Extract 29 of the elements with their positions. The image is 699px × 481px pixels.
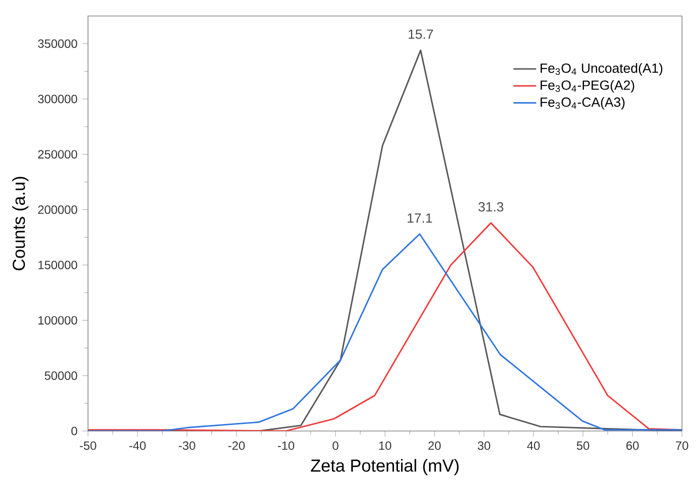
- y-tick-label: 350000: [38, 39, 78, 48]
- legend-label: Fe$_{3}$O$_{4}$-PEG(A2): [540, 80, 634, 93]
- x-tick-label: -20: [228, 441, 245, 450]
- x-axis-title: Zeta Potential (mV): [310, 459, 459, 476]
- x-tick-label: 20: [428, 441, 441, 450]
- x-tick-label: -40: [129, 441, 146, 450]
- annotation: 31.3: [478, 202, 504, 212]
- annotation: 17.1: [408, 213, 432, 223]
- y-tick-label: 300000: [38, 94, 78, 104]
- legend-label: Fe$_{3}$O$_{4}$-CA(A3): [540, 97, 625, 110]
- x-tick-label: -50: [80, 441, 96, 450]
- annotation: 15.7: [408, 30, 433, 39]
- x-tick-label: -10: [278, 441, 294, 450]
- y-tick-label: 250000: [38, 150, 78, 159]
- y-tick-label: 200000: [38, 205, 78, 214]
- x-tick-label: -30: [178, 441, 196, 450]
- x-tick-label: 40: [527, 441, 540, 450]
- y-tick-label: 50000: [44, 371, 78, 380]
- legend-label: Fe$_{3}$O$_{4}$ Uncoated(A1): [540, 63, 662, 76]
- y-tick-label: 150000: [38, 260, 78, 270]
- x-tick-label: 60: [626, 441, 639, 450]
- x-tick-label: 0: [332, 441, 338, 450]
- y-axis-title: Counts (a.u): [12, 176, 28, 270]
- x-tick-label: 50: [576, 441, 590, 450]
- y-tick-label: 100000: [38, 316, 78, 325]
- x-tick-label: 70: [676, 441, 688, 450]
- x-tick-label: 30: [478, 441, 490, 450]
- y-tick-label: 0: [71, 426, 78, 436]
- x-tick-label: 10: [379, 441, 392, 450]
